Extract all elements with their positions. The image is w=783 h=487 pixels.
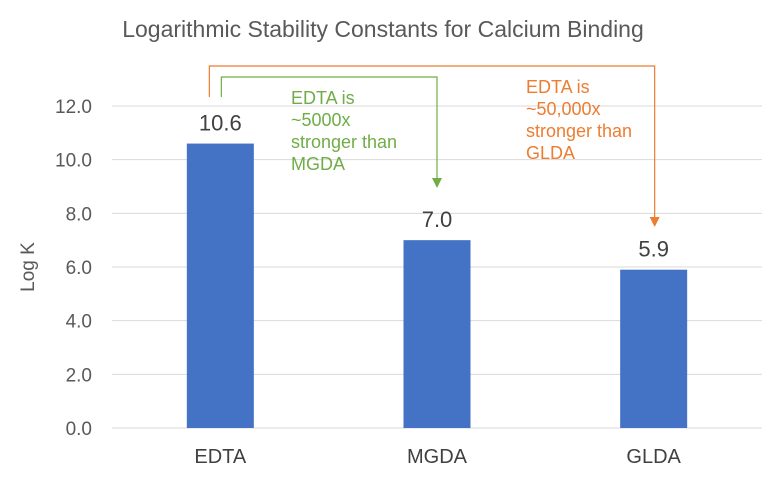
annotation-line: GLDA [526,143,575,163]
annotation-line: ~50,000x [526,99,601,119]
bars [186,143,688,429]
annotation-arrow-glda: EDTA is ~50,000x stronger than GLDA [208,65,660,227]
y-tick-label: 8.0 [66,204,92,225]
annotation-line: EDTA is [291,88,355,108]
annotation-line: stronger than [291,132,397,152]
x-tick-label: EDTA [194,446,247,468]
annotation-arrow-mgda: EDTA is ~5000x stronger than MGDA [220,76,442,188]
y-tick-label: 4.0 [66,312,92,333]
y-tick-label: 2.0 [66,365,92,386]
bar-glda [620,269,688,428]
data-label: 10.6 [199,111,242,136]
data-label: 5.9 [638,237,669,262]
arrow-line [208,65,656,219]
annotation-line: stronger than [526,121,632,141]
annotation-line: MGDA [291,154,345,174]
y-tick-label: 6.0 [66,258,92,279]
annotation-line: ~5000x [291,110,351,130]
x-tick-label: GLDA [626,446,681,468]
chart-title: Logarithmic Stability Constants for Calc… [122,16,644,42]
y-tick-label: 12.0 [55,97,92,118]
annotation-line: EDTA is [526,77,590,97]
bar-mgda [403,240,471,428]
y-axis-label: Log K [18,242,39,292]
annotation-text: EDTA is ~50,000x stronger than GLDA [526,77,632,163]
arrow-head [432,178,442,188]
data-label: 7.0 [422,207,453,232]
data-labels: 10.6 7.0 5.9 [199,111,669,262]
bar-edta [186,143,254,429]
y-tick-label: 10.0 [55,151,92,172]
y-tick-label: 0.0 [66,419,92,440]
arrow-head [649,217,660,227]
x-axis-categories: EDTA MGDA GLDA [194,446,681,468]
arrow-line [220,76,438,180]
annotation-text: EDTA is ~5000x stronger than MGDA [291,88,397,174]
x-tick-label: MGDA [407,446,468,468]
y-axis-ticks: 0.0 2.0 4.0 6.0 8.0 10.0 12.0 [55,97,92,440]
